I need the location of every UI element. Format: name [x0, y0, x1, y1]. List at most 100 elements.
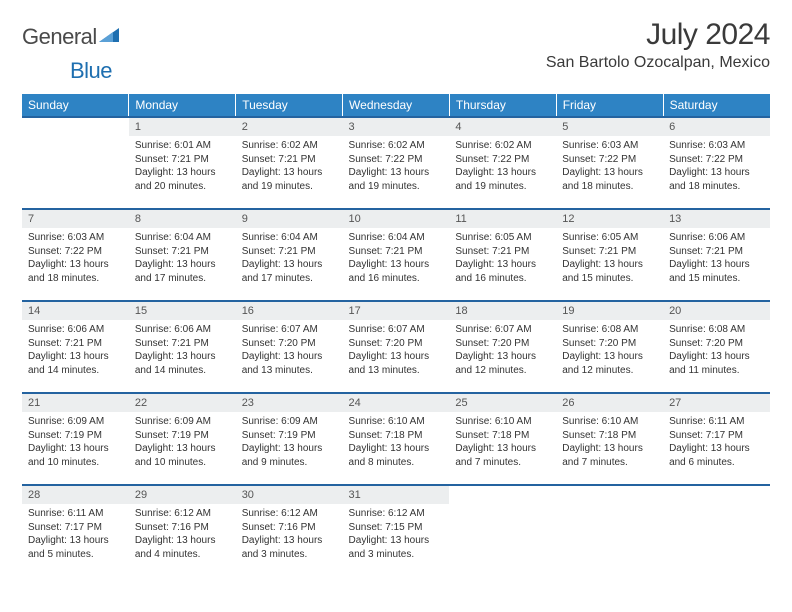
weekday-friday: Friday	[556, 94, 663, 117]
sunrise-text: Sunrise: 6:09 AM	[242, 415, 337, 429]
weekday-monday: Monday	[129, 94, 236, 117]
day-number: 10	[343, 210, 450, 228]
day-details: Sunrise: 6:06 AMSunset: 7:21 PMDaylight:…	[663, 228, 770, 289]
calendar-week-row: 1Sunrise: 6:01 AMSunset: 7:21 PMDaylight…	[22, 117, 770, 209]
day-number: 29	[129, 486, 236, 504]
calendar-day-cell: 9Sunrise: 6:04 AMSunset: 7:21 PMDaylight…	[236, 209, 343, 301]
day-number: 14	[22, 302, 129, 320]
day-number: 5	[556, 118, 663, 136]
calendar-day-cell: 13Sunrise: 6:06 AMSunset: 7:21 PMDayligh…	[663, 209, 770, 301]
calendar-day-cell: 10Sunrise: 6:04 AMSunset: 7:21 PMDayligh…	[343, 209, 450, 301]
daylight-text: Daylight: 13 hours and 7 minutes.	[455, 442, 550, 469]
weekday-wednesday: Wednesday	[343, 94, 450, 117]
daylight-text: Daylight: 13 hours and 14 minutes.	[28, 350, 123, 377]
weekday-sunday: Sunday	[22, 94, 129, 117]
day-details: Sunrise: 6:10 AMSunset: 7:18 PMDaylight:…	[556, 412, 663, 473]
sunrise-text: Sunrise: 6:06 AM	[669, 231, 764, 245]
day-number: 22	[129, 394, 236, 412]
sunset-text: Sunset: 7:21 PM	[135, 245, 230, 259]
day-details: Sunrise: 6:12 AMSunset: 7:16 PMDaylight:…	[236, 504, 343, 565]
sunset-text: Sunset: 7:21 PM	[455, 245, 550, 259]
daylight-text: Daylight: 13 hours and 20 minutes.	[135, 166, 230, 193]
calendar-day-cell: 5Sunrise: 6:03 AMSunset: 7:22 PMDaylight…	[556, 117, 663, 209]
day-number: 18	[449, 302, 556, 320]
calendar-day-cell	[449, 485, 556, 577]
sunset-text: Sunset: 7:21 PM	[349, 245, 444, 259]
daylight-text: Daylight: 13 hours and 19 minutes.	[455, 166, 550, 193]
calendar-day-cell	[22, 117, 129, 209]
calendar-day-cell: 24Sunrise: 6:10 AMSunset: 7:18 PMDayligh…	[343, 393, 450, 485]
day-details: Sunrise: 6:08 AMSunset: 7:20 PMDaylight:…	[663, 320, 770, 381]
calendar-week-row: 7Sunrise: 6:03 AMSunset: 7:22 PMDaylight…	[22, 209, 770, 301]
calendar-day-cell	[663, 485, 770, 577]
daylight-text: Daylight: 13 hours and 15 minutes.	[669, 258, 764, 285]
day-details: Sunrise: 6:07 AMSunset: 7:20 PMDaylight:…	[236, 320, 343, 381]
day-number: 3	[343, 118, 450, 136]
sunset-text: Sunset: 7:20 PM	[349, 337, 444, 351]
day-number: 26	[556, 394, 663, 412]
day-number: 15	[129, 302, 236, 320]
sunrise-text: Sunrise: 6:09 AM	[135, 415, 230, 429]
calendar-day-cell: 16Sunrise: 6:07 AMSunset: 7:20 PMDayligh…	[236, 301, 343, 393]
day-number: 31	[343, 486, 450, 504]
calendar-table: Sunday Monday Tuesday Wednesday Thursday…	[22, 94, 770, 577]
sunrise-text: Sunrise: 6:03 AM	[28, 231, 123, 245]
sunrise-text: Sunrise: 6:11 AM	[669, 415, 764, 429]
sunrise-text: Sunrise: 6:02 AM	[349, 139, 444, 153]
daylight-text: Daylight: 13 hours and 4 minutes.	[135, 534, 230, 561]
calendar-day-cell: 2Sunrise: 6:02 AMSunset: 7:21 PMDaylight…	[236, 117, 343, 209]
day-number: 30	[236, 486, 343, 504]
daylight-text: Daylight: 13 hours and 9 minutes.	[242, 442, 337, 469]
daylight-text: Daylight: 13 hours and 18 minutes.	[562, 166, 657, 193]
daylight-text: Daylight: 13 hours and 13 minutes.	[349, 350, 444, 377]
sunrise-text: Sunrise: 6:08 AM	[562, 323, 657, 337]
day-details: Sunrise: 6:03 AMSunset: 7:22 PMDaylight:…	[663, 136, 770, 197]
day-details: Sunrise: 6:06 AMSunset: 7:21 PMDaylight:…	[22, 320, 129, 381]
daylight-text: Daylight: 13 hours and 10 minutes.	[135, 442, 230, 469]
sunrise-text: Sunrise: 6:12 AM	[349, 507, 444, 521]
weekday-tuesday: Tuesday	[236, 94, 343, 117]
sunrise-text: Sunrise: 6:10 AM	[562, 415, 657, 429]
sunset-text: Sunset: 7:19 PM	[28, 429, 123, 443]
calendar-day-cell: 15Sunrise: 6:06 AMSunset: 7:21 PMDayligh…	[129, 301, 236, 393]
calendar-day-cell: 12Sunrise: 6:05 AMSunset: 7:21 PMDayligh…	[556, 209, 663, 301]
day-number: 28	[22, 486, 129, 504]
day-number: 16	[236, 302, 343, 320]
sunrise-text: Sunrise: 6:01 AM	[135, 139, 230, 153]
day-number: 4	[449, 118, 556, 136]
day-details: Sunrise: 6:03 AMSunset: 7:22 PMDaylight:…	[556, 136, 663, 197]
daylight-text: Daylight: 13 hours and 14 minutes.	[135, 350, 230, 377]
calendar-day-cell: 1Sunrise: 6:01 AMSunset: 7:21 PMDaylight…	[129, 117, 236, 209]
calendar-day-cell: 8Sunrise: 6:04 AMSunset: 7:21 PMDaylight…	[129, 209, 236, 301]
day-number: 2	[236, 118, 343, 136]
day-details: Sunrise: 6:06 AMSunset: 7:21 PMDaylight:…	[129, 320, 236, 381]
sunrise-text: Sunrise: 6:05 AM	[455, 231, 550, 245]
sunrise-text: Sunrise: 6:06 AM	[135, 323, 230, 337]
day-details: Sunrise: 6:05 AMSunset: 7:21 PMDaylight:…	[449, 228, 556, 289]
calendar-day-cell: 25Sunrise: 6:10 AMSunset: 7:18 PMDayligh…	[449, 393, 556, 485]
day-details: Sunrise: 6:12 AMSunset: 7:16 PMDaylight:…	[129, 504, 236, 565]
day-number: 21	[22, 394, 129, 412]
sunset-text: Sunset: 7:21 PM	[135, 153, 230, 167]
month-title: July 2024	[546, 18, 770, 52]
day-number: 25	[449, 394, 556, 412]
sunrise-text: Sunrise: 6:10 AM	[455, 415, 550, 429]
day-number: 23	[236, 394, 343, 412]
calendar-day-cell: 21Sunrise: 6:09 AMSunset: 7:19 PMDayligh…	[22, 393, 129, 485]
sunset-text: Sunset: 7:21 PM	[562, 245, 657, 259]
day-details: Sunrise: 6:04 AMSunset: 7:21 PMDaylight:…	[343, 228, 450, 289]
sunrise-text: Sunrise: 6:08 AM	[669, 323, 764, 337]
sunrise-text: Sunrise: 6:02 AM	[455, 139, 550, 153]
sunrise-text: Sunrise: 6:03 AM	[669, 139, 764, 153]
sunset-text: Sunset: 7:19 PM	[242, 429, 337, 443]
daylight-text: Daylight: 13 hours and 17 minutes.	[135, 258, 230, 285]
day-details: Sunrise: 6:09 AMSunset: 7:19 PMDaylight:…	[22, 412, 129, 473]
sunset-text: Sunset: 7:21 PM	[135, 337, 230, 351]
sunset-text: Sunset: 7:22 PM	[28, 245, 123, 259]
day-details: Sunrise: 6:11 AMSunset: 7:17 PMDaylight:…	[22, 504, 129, 565]
weekday-saturday: Saturday	[663, 94, 770, 117]
calendar-day-cell: 18Sunrise: 6:07 AMSunset: 7:20 PMDayligh…	[449, 301, 556, 393]
day-details: Sunrise: 6:02 AMSunset: 7:21 PMDaylight:…	[236, 136, 343, 197]
daylight-text: Daylight: 13 hours and 12 minutes.	[562, 350, 657, 377]
sunset-text: Sunset: 7:17 PM	[28, 521, 123, 535]
